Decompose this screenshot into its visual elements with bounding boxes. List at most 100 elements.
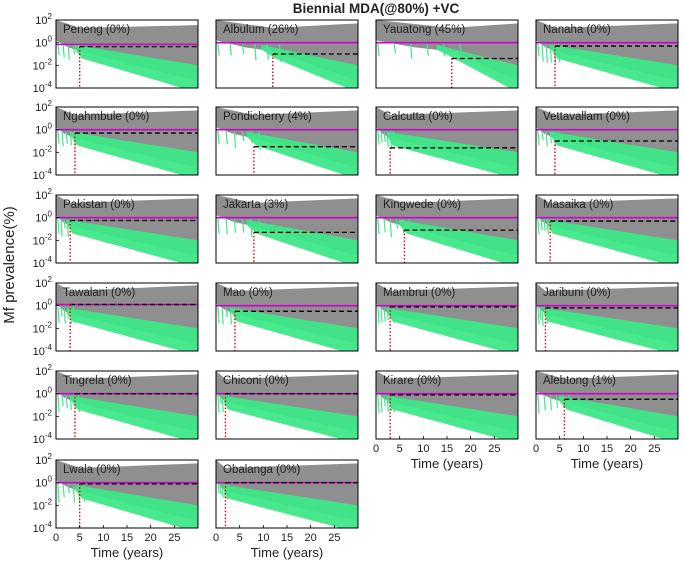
early-oscillation-spikes <box>217 43 282 62</box>
panel-peneng: Peneng (0%) 102 100 10-2 10-4 <box>33 12 199 95</box>
panel-jakarta: Jakarta (3%) <box>215 194 359 264</box>
x-tick-label: 10 <box>257 532 269 544</box>
early-oscillation-spikes <box>377 130 396 150</box>
panel-site-label: Vettavallam (0%) <box>543 111 630 123</box>
panel-site-label: Nanaha (0%) <box>543 24 611 36</box>
y-tick-label: 100 <box>35 475 52 490</box>
panel-chiconi: Chiconi (0%) <box>215 370 359 440</box>
x-tick-label: 5 <box>557 443 563 455</box>
green-runs-band <box>436 44 518 88</box>
y-tick-exponent: 2 <box>48 452 53 461</box>
panel-plot-area <box>56 20 198 88</box>
panel-plot-area <box>216 20 358 88</box>
panel-plot-area <box>56 460 198 528</box>
early-oscillation-spikes <box>537 218 556 235</box>
panel-plot-area <box>216 460 358 528</box>
panel-frame <box>215 370 359 440</box>
y-tick-label: 10-4 <box>33 80 53 95</box>
y-tick-exponent: 0 <box>48 122 53 131</box>
x-tick-label: 0 <box>533 443 539 455</box>
green-runs-band <box>231 307 358 351</box>
y-tick-exponent: 0 <box>48 35 53 44</box>
early-oscillation-spikes <box>217 394 230 413</box>
y-tick-label: 10-4 <box>33 343 53 358</box>
early-oscillation-spikes <box>537 43 561 63</box>
y-tick-exponent: -4 <box>45 520 53 529</box>
panel-alebtong: Alebtong (1%) 0 5 10 15 20 25 Time (years) <box>533 370 679 471</box>
panel-frame <box>535 19 679 89</box>
panel-frame <box>215 282 359 352</box>
y-tick-exponent: -4 <box>45 167 53 176</box>
y-tick-exponent: -2 <box>45 57 53 66</box>
green-runs-band <box>74 484 198 528</box>
y-tick-exponent: 2 <box>48 12 53 21</box>
y-tick-exponent: -2 <box>45 320 53 329</box>
early-oscillation-spikes <box>57 43 86 61</box>
panel-plot-area <box>216 371 358 439</box>
panel-site-label: Lwala (0%) <box>63 464 121 476</box>
green-runs-band <box>67 219 198 263</box>
x-axis-label: Time (years) <box>411 456 483 471</box>
panel-frame <box>535 106 679 176</box>
early-oscillation-spikes <box>377 394 396 414</box>
y-tick-label: 10-2 <box>33 144 53 159</box>
y-tick-label: 102 <box>35 187 52 202</box>
x-tick-label: 10 <box>417 443 429 455</box>
panel-frame <box>535 194 679 264</box>
green-runs-band <box>543 307 678 351</box>
panel-plot-area <box>376 283 518 351</box>
y-axis-label: Mf prevalence(%) <box>1 206 18 324</box>
y-tick-label: 10-2 <box>33 497 53 512</box>
panel-site-label: Mao (0%) <box>223 287 273 299</box>
y-tick-exponent: -4 <box>45 80 53 89</box>
y-tick-exponent: 2 <box>48 275 53 284</box>
panel-site-label: Mambrui (0%) <box>383 287 455 299</box>
x-tick-label: 15 <box>441 443 453 455</box>
x-tick-label: 10 <box>97 532 109 544</box>
panel-frame <box>55 19 199 89</box>
y-tick-exponent: -4 <box>45 431 53 440</box>
x-tick-label: 20 <box>305 532 317 544</box>
green-runs-band <box>387 131 518 175</box>
panel-tawalani: Tawalani (0%) 102 100 10-2 10-4 <box>33 275 199 358</box>
y-tick-exponent: -2 <box>45 408 53 417</box>
y-tick-label: 10-2 <box>33 232 53 247</box>
panel-site-label: Masaika (0%) <box>543 199 613 211</box>
y-tick-exponent: -2 <box>45 232 53 241</box>
y-tick-label: 100 <box>35 35 52 50</box>
panel-plot-area <box>56 371 198 439</box>
panel-kirare: Kirare (0%) 0 5 10 15 20 25 Time (years) <box>373 370 519 471</box>
panel-frame <box>55 194 199 264</box>
panel-frame <box>215 106 359 176</box>
panel-calcutta: Calcutta (0%) <box>375 106 519 176</box>
y-tick-exponent: -2 <box>45 144 53 153</box>
panel-site-label: Kingwede (0%) <box>383 199 461 211</box>
early-oscillation-spikes <box>217 130 261 150</box>
panel-frame <box>375 19 519 89</box>
panel-kingwede: Kingwede (0%) <box>375 194 519 264</box>
green-runs-band <box>71 131 198 175</box>
panel-ngahmbule: Ngahmbule (0%) 102 100 10-2 10-4 <box>33 99 199 182</box>
panel-mao: Mao (0%) <box>215 282 359 352</box>
green-runs-band <box>551 131 678 175</box>
green-runs-band <box>246 131 358 175</box>
panel-frame <box>215 194 359 264</box>
x-tick-label: 10 <box>577 443 589 455</box>
y-tick-label: 10-4 <box>33 167 53 182</box>
x-tick-label: 15 <box>281 532 293 544</box>
panel-plot-area <box>376 20 518 88</box>
early-oscillation-spikes <box>537 130 561 147</box>
panel-mambrui: Mambrui (0%) <box>375 282 519 352</box>
panel-plot-area <box>376 195 518 263</box>
green-runs-band <box>387 307 518 351</box>
panel-albulum: Albulum (26%) <box>215 19 359 89</box>
panel-plot-area <box>56 283 198 351</box>
panel-obalanga: Obalanga (0%) 0 5 10 15 20 25 Time (years) <box>213 459 359 560</box>
panel-plot-area <box>216 195 358 263</box>
panel-plot-area <box>536 20 678 88</box>
early-oscillation-spikes <box>377 218 411 237</box>
y-tick-exponent: -4 <box>45 255 53 264</box>
early-oscillation-spikes <box>537 306 550 326</box>
panel-plot-area <box>536 283 678 351</box>
